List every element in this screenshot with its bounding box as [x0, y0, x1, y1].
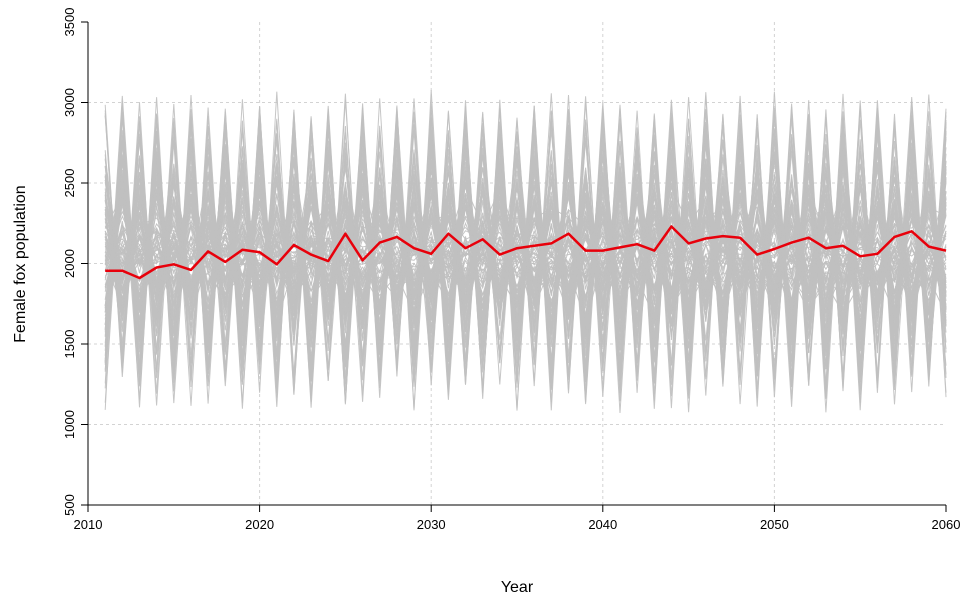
y-tick-label: 500 [62, 494, 77, 516]
x-tick-label: 2030 [417, 517, 446, 532]
mean-series-line [105, 225, 947, 280]
y-tick-label: 3000 [62, 88, 77, 117]
simulation-series-line [104, 118, 947, 383]
x-axis-title: Year [501, 579, 534, 596]
mean-line-group [105, 225, 947, 280]
simulation-series-line [104, 125, 947, 377]
x-tick-label: 2050 [760, 517, 789, 532]
axes: 2010 2020 2030 2040 2050 2060 500 1000 1500 2000 2… [62, 8, 960, 532]
simulation-series-line [104, 205, 947, 257]
x-tick-label: 2040 [588, 517, 617, 532]
x-tick-label: 2060 [932, 517, 961, 532]
y-axis-title: Female fox population [12, 185, 29, 342]
y-tick-label: 2000 [62, 249, 77, 278]
simulation-lines [104, 90, 947, 414]
y-tick-label: 1500 [62, 330, 77, 359]
y-tick-label: 2500 [62, 169, 77, 198]
x-tick-label: 2020 [245, 517, 274, 532]
y-tick-label: 1000 [62, 410, 77, 439]
y-tick-label: 3500 [62, 8, 77, 37]
x-tick-label: 2010 [74, 517, 103, 532]
